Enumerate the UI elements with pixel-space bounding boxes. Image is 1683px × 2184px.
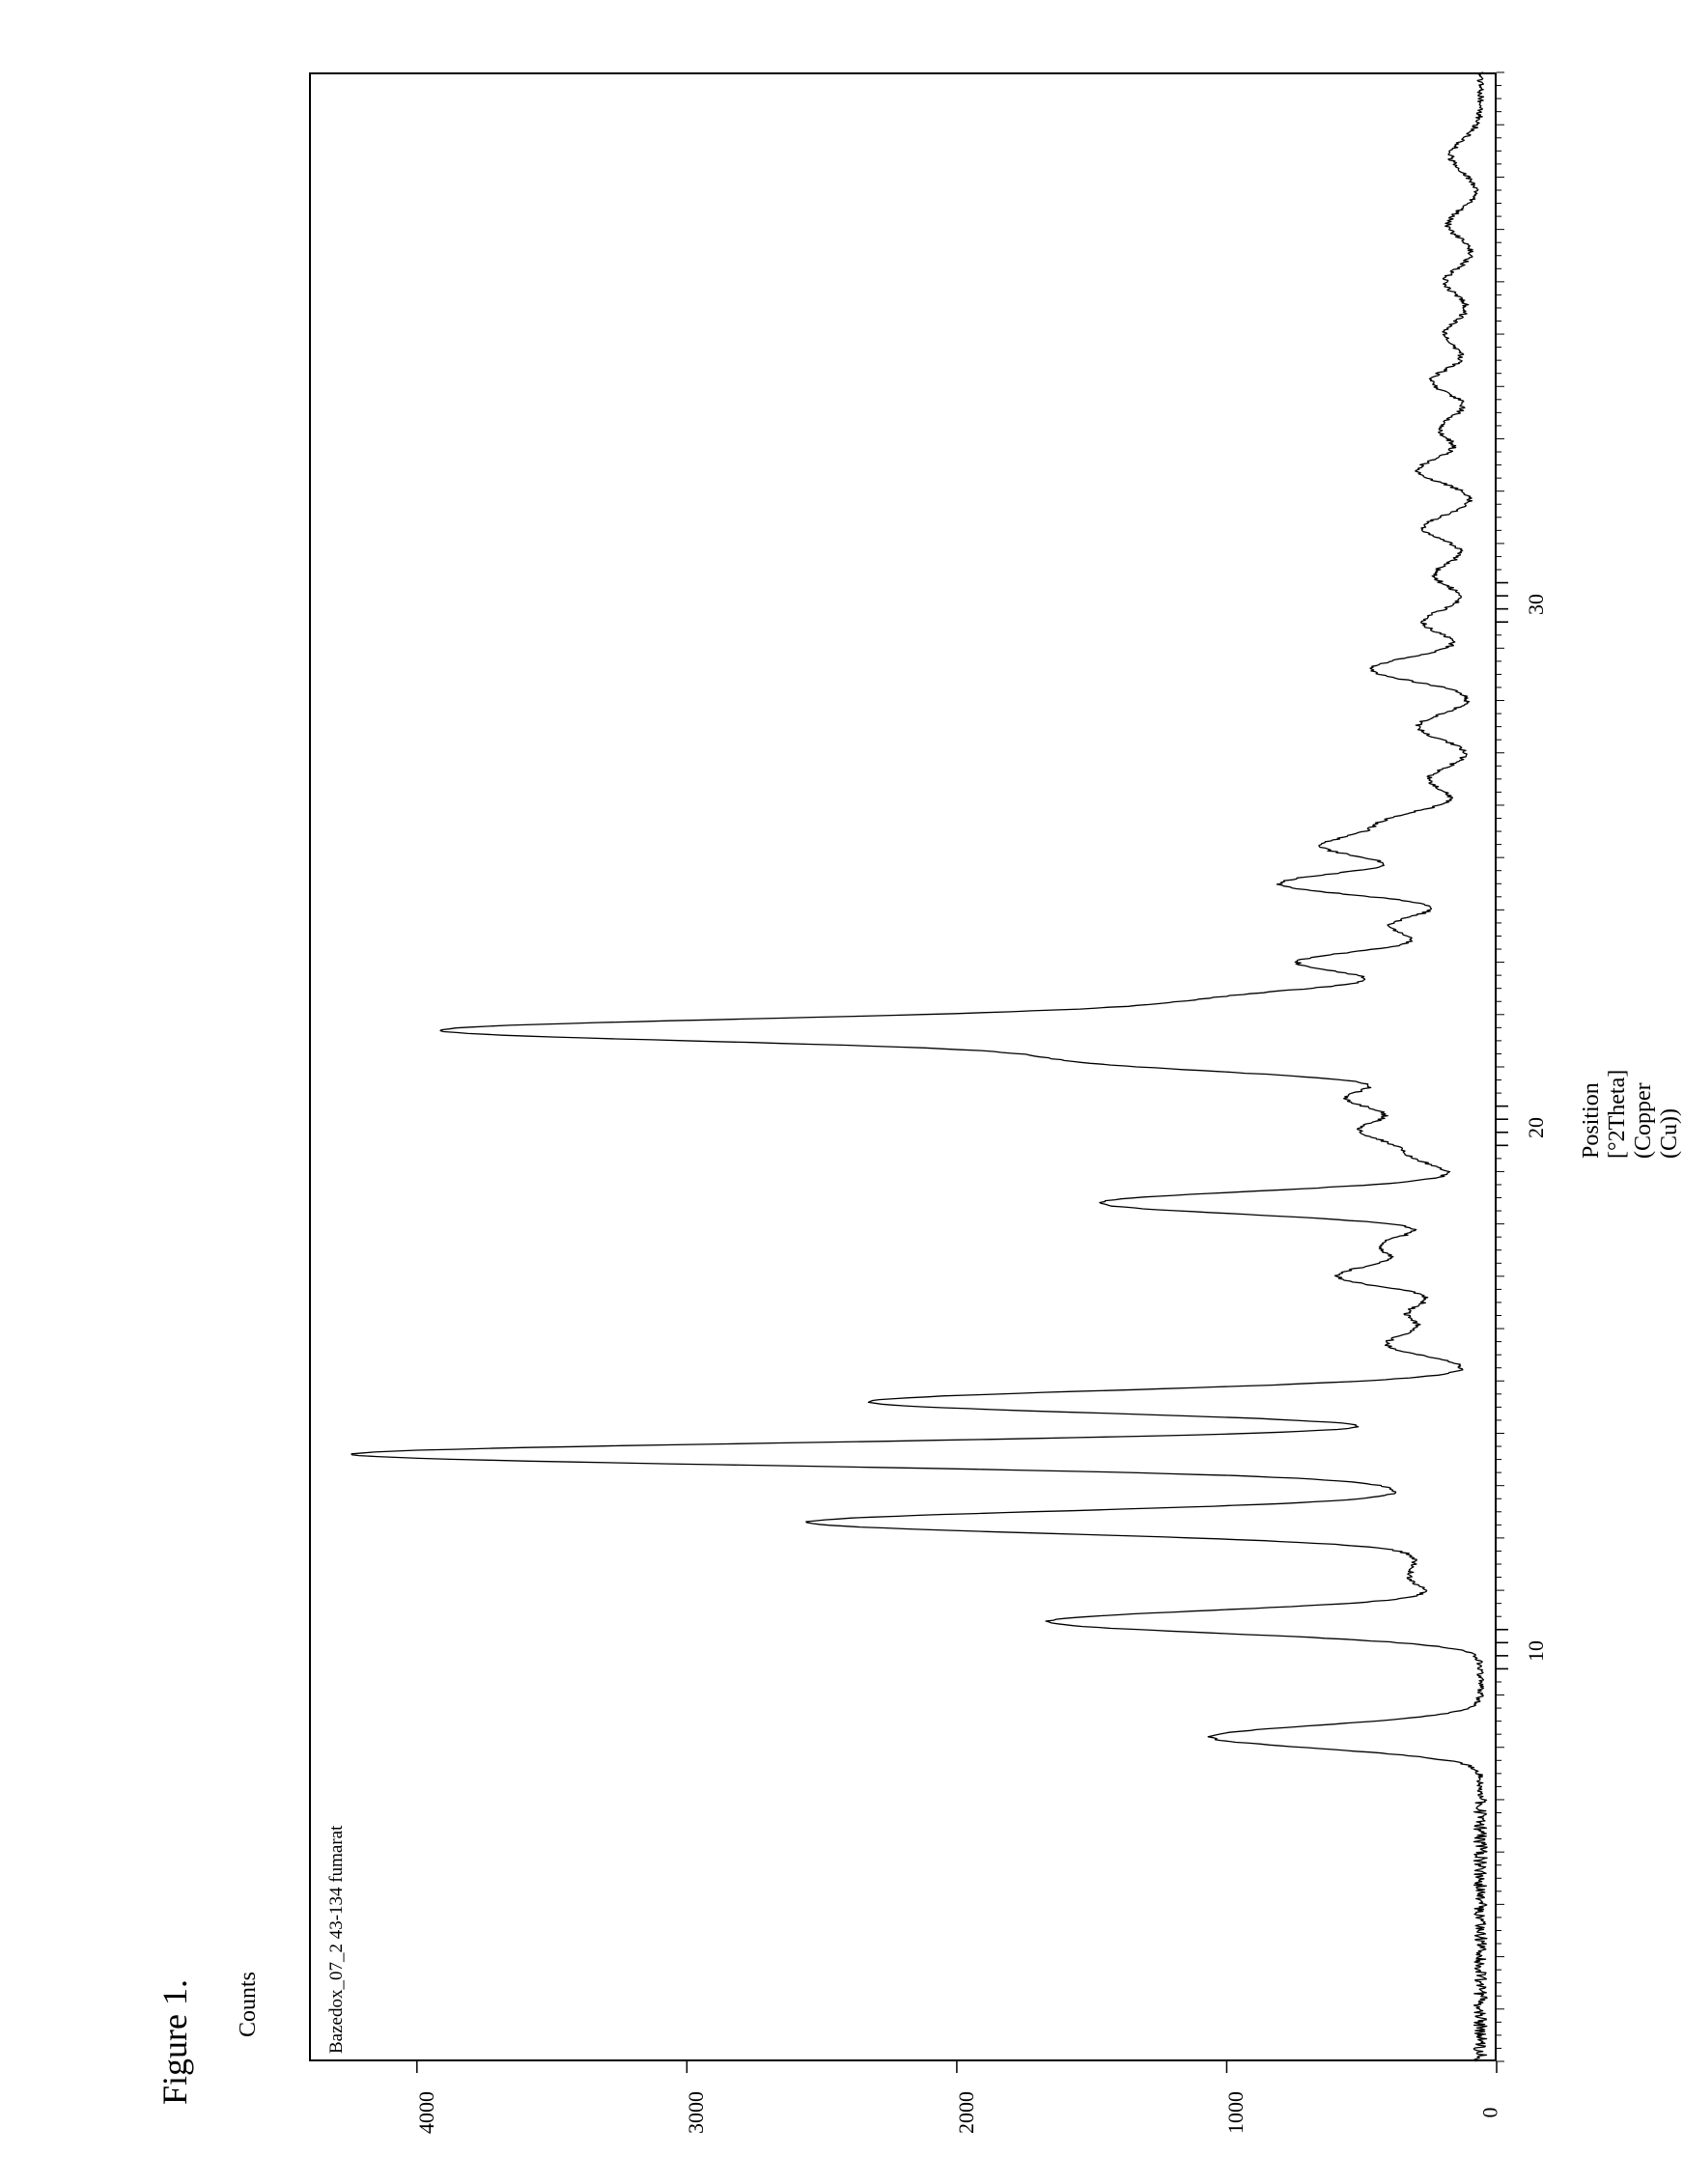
x-tick-label: 10 — [1524, 1640, 1549, 1662]
y-tick-label: 0 — [1478, 2108, 1503, 2118]
x-tick-label: 20 — [1524, 1117, 1549, 1138]
x-tick-label: 30 — [1524, 594, 1549, 615]
y-tick-label: 1000 — [1223, 2091, 1248, 2134]
y-tick-label: 3000 — [684, 2091, 709, 2134]
y-tick-label: 2000 — [954, 2091, 979, 2134]
page-root: Figure 1. Counts Position [°2Theta] (Cop… — [0, 0, 1683, 2184]
xrd-chart-svg — [0, 0, 1683, 2184]
y-tick-label: 4000 — [414, 2091, 439, 2134]
